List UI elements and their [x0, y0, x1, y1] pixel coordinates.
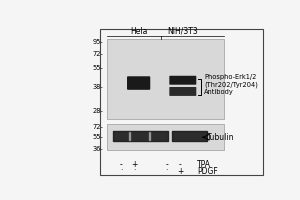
Text: +: + — [177, 167, 184, 176]
Text: TPA: TPA — [197, 160, 211, 169]
Text: +: + — [131, 160, 137, 169]
FancyBboxPatch shape — [169, 87, 196, 96]
Text: 38-: 38- — [93, 84, 104, 90]
Text: ·: · — [165, 167, 168, 176]
FancyBboxPatch shape — [127, 76, 150, 90]
FancyBboxPatch shape — [107, 39, 224, 119]
Text: ·: · — [120, 167, 122, 176]
Text: NIH/3T3: NIH/3T3 — [167, 27, 198, 36]
Text: 28-: 28- — [93, 108, 104, 114]
Text: -: - — [179, 160, 182, 169]
Text: 72-: 72- — [93, 124, 104, 130]
Text: PDGF: PDGF — [197, 167, 218, 176]
Text: ·: · — [133, 167, 135, 176]
FancyBboxPatch shape — [107, 124, 224, 150]
Text: -: - — [120, 160, 123, 169]
Text: Tubulin: Tubulin — [207, 133, 234, 142]
Text: Phospho-Erk1/2
(Thr202/Tyr204)
Antibody: Phospho-Erk1/2 (Thr202/Tyr204) Antibody — [204, 74, 258, 95]
Text: -: - — [165, 160, 168, 169]
FancyBboxPatch shape — [100, 29, 263, 175]
Text: 72-: 72- — [93, 51, 104, 57]
Text: 95-: 95- — [93, 39, 104, 45]
Text: 55-: 55- — [93, 134, 104, 140]
Text: 55-: 55- — [93, 65, 104, 71]
Text: 36-: 36- — [93, 146, 104, 152]
FancyBboxPatch shape — [169, 76, 196, 85]
Text: Hela: Hela — [130, 27, 147, 36]
